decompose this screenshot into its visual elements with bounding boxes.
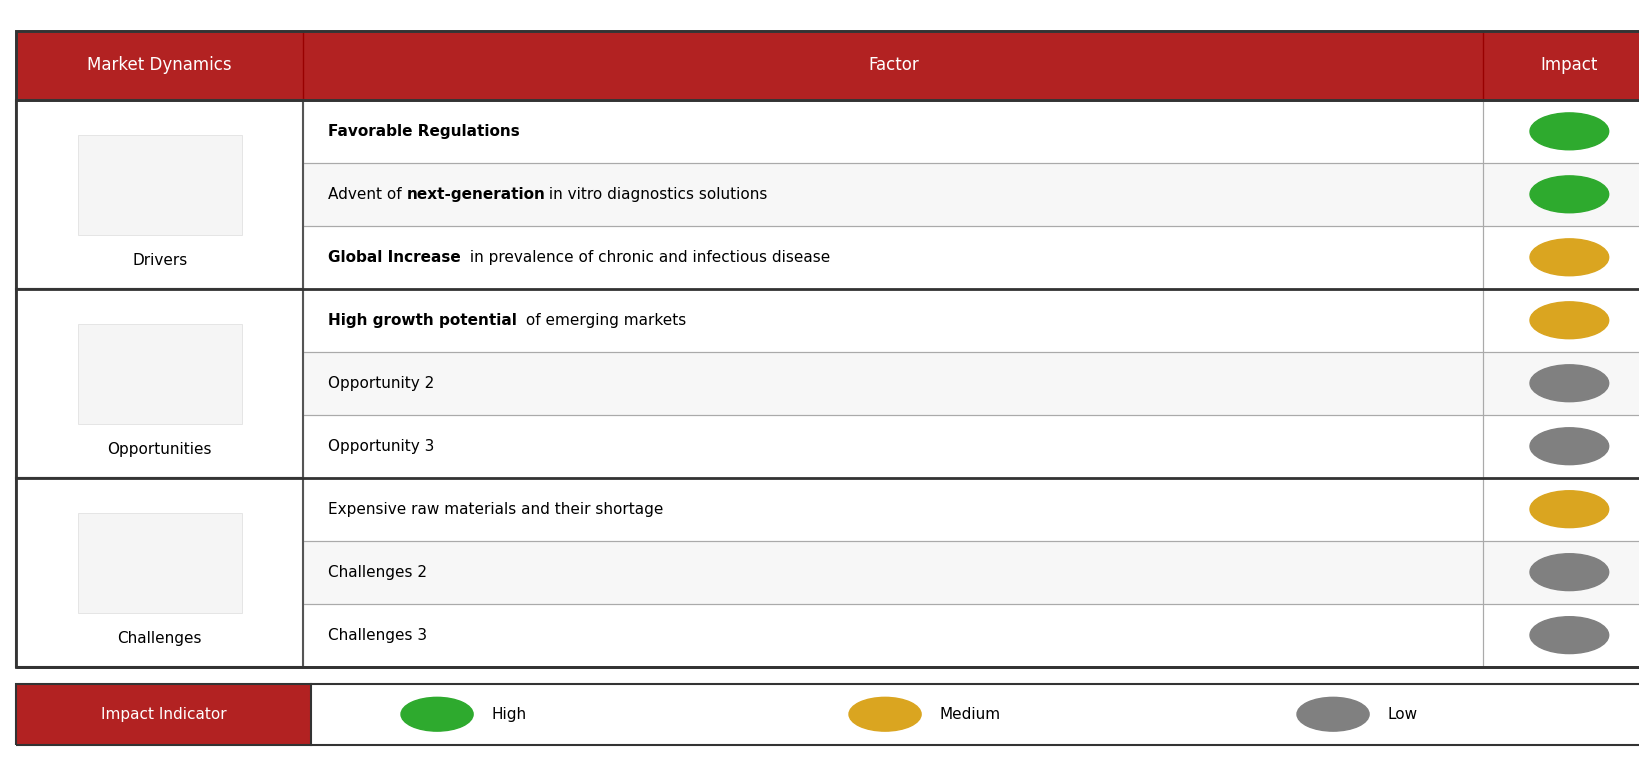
Text: of emerging markets: of emerging markets — [521, 313, 685, 328]
Bar — [1483, 478, 1639, 541]
FancyBboxPatch shape — [16, 100, 303, 289]
FancyBboxPatch shape — [1483, 289, 1639, 352]
FancyBboxPatch shape — [1483, 352, 1639, 415]
Text: Advent of: Advent of — [328, 187, 406, 202]
FancyBboxPatch shape — [1483, 478, 1639, 541]
FancyBboxPatch shape — [16, 478, 303, 667]
FancyBboxPatch shape — [16, 289, 303, 478]
FancyBboxPatch shape — [1483, 541, 1639, 604]
FancyBboxPatch shape — [303, 352, 1483, 415]
Bar — [303, 604, 1483, 667]
Bar — [303, 352, 1483, 415]
FancyBboxPatch shape — [1483, 604, 1639, 667]
Circle shape — [1529, 176, 1608, 213]
Text: Expensive raw materials and their shortage: Expensive raw materials and their shorta… — [328, 502, 664, 517]
Bar — [16, 100, 303, 289]
Bar — [303, 289, 1483, 352]
FancyBboxPatch shape — [303, 604, 1483, 667]
Bar — [1483, 415, 1639, 478]
Circle shape — [1529, 428, 1608, 465]
FancyBboxPatch shape — [1483, 31, 1639, 100]
Text: Opportunity 2: Opportunity 2 — [328, 376, 434, 391]
Bar — [16, 289, 303, 478]
Text: Drivers: Drivers — [133, 253, 187, 268]
Bar — [303, 415, 1483, 478]
Bar — [16, 31, 1639, 100]
Bar — [1483, 289, 1639, 352]
Text: Challenges 3: Challenges 3 — [328, 627, 426, 643]
FancyBboxPatch shape — [303, 289, 1483, 352]
Bar — [16, 684, 1639, 745]
Bar — [303, 478, 1483, 541]
Text: Favorable Regulations: Favorable Regulations — [328, 124, 520, 139]
Text: next-generation: next-generation — [406, 187, 546, 202]
Text: Impact Indicator: Impact Indicator — [102, 707, 226, 722]
FancyBboxPatch shape — [77, 513, 243, 613]
Text: Market Dynamics: Market Dynamics — [87, 56, 233, 74]
FancyBboxPatch shape — [1483, 415, 1639, 478]
Bar — [1483, 352, 1639, 415]
Circle shape — [1529, 617, 1608, 654]
FancyBboxPatch shape — [311, 684, 1639, 745]
Text: in prevalence of chronic and infectious disease: in prevalence of chronic and infectious … — [465, 250, 831, 265]
Circle shape — [1529, 554, 1608, 591]
Text: Factor: Factor — [869, 56, 918, 74]
FancyBboxPatch shape — [303, 478, 1483, 541]
FancyBboxPatch shape — [303, 415, 1483, 478]
Text: High growth potential: High growth potential — [328, 313, 516, 328]
Bar — [1483, 163, 1639, 226]
Text: High: High — [492, 707, 526, 722]
Circle shape — [849, 697, 921, 731]
Circle shape — [402, 697, 474, 731]
FancyBboxPatch shape — [1483, 163, 1639, 226]
Circle shape — [1529, 491, 1608, 528]
FancyBboxPatch shape — [303, 100, 1483, 163]
FancyBboxPatch shape — [77, 324, 243, 424]
Bar — [1483, 604, 1639, 667]
Bar — [16, 31, 1639, 667]
Circle shape — [1529, 113, 1608, 150]
Bar — [1483, 226, 1639, 289]
FancyBboxPatch shape — [16, 31, 303, 100]
Text: in vitro diagnostics solutions: in vitro diagnostics solutions — [544, 187, 767, 202]
Bar — [303, 226, 1483, 289]
Text: Medium: Medium — [939, 707, 1000, 722]
Bar — [1483, 100, 1639, 163]
Bar — [303, 163, 1483, 226]
Bar — [303, 541, 1483, 604]
Bar — [303, 100, 1483, 163]
Bar — [16, 478, 303, 667]
Circle shape — [1529, 365, 1608, 402]
FancyBboxPatch shape — [1483, 226, 1639, 289]
Text: Opportunities: Opportunities — [108, 442, 211, 457]
FancyBboxPatch shape — [303, 163, 1483, 226]
FancyBboxPatch shape — [303, 31, 1483, 100]
Bar — [1483, 541, 1639, 604]
Text: Challenges: Challenges — [118, 631, 202, 646]
Text: Opportunity 3: Opportunity 3 — [328, 439, 434, 454]
FancyBboxPatch shape — [303, 226, 1483, 289]
Text: Low: Low — [1387, 707, 1418, 722]
Text: Global Increase: Global Increase — [328, 250, 461, 265]
FancyBboxPatch shape — [303, 541, 1483, 604]
Text: Impact: Impact — [1541, 56, 1598, 74]
FancyBboxPatch shape — [1483, 100, 1639, 163]
FancyBboxPatch shape — [16, 684, 311, 745]
Circle shape — [1296, 697, 1369, 731]
FancyBboxPatch shape — [77, 135, 243, 235]
Circle shape — [1529, 302, 1608, 339]
Text: Challenges 2: Challenges 2 — [328, 564, 426, 580]
Circle shape — [1529, 239, 1608, 276]
